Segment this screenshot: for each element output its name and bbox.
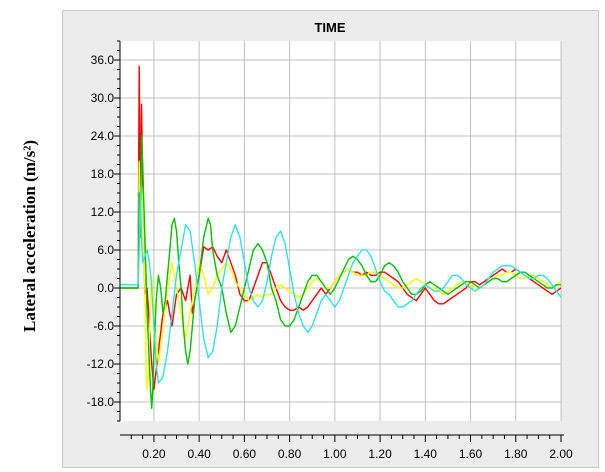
y-axis-label-area: Lateral acceleration (m/s²) — [4, 0, 56, 472]
x-tick-label: 1.20 — [368, 447, 392, 461]
y-tick-label: 30.0 — [91, 91, 115, 105]
y-tick-label: 0.0 — [97, 281, 114, 295]
x-tick-label: 2.00 — [549, 447, 573, 461]
series-line-4 — [120, 186, 562, 384]
chart-panel: TIME 36.0 30.0 24.0 18.0 12.0 6.0 0.0 -6.0 -12.0 -… — [62, 10, 599, 468]
y-tick-label: 24.0 — [91, 129, 115, 143]
y-tick-label: 18.0 — [91, 167, 115, 181]
plot-area — [120, 41, 561, 421]
y-tick-label: -12.0 — [87, 357, 115, 371]
x-tick-label: 1.40 — [414, 447, 438, 461]
y-tick-label: 36.0 — [91, 53, 115, 67]
y-axis-label: Lateral acceleration (m/s²) — [20, 139, 39, 333]
x-tick-label: 1.60 — [459, 447, 483, 461]
y-tick-label: -6.0 — [93, 319, 114, 333]
x-tick-label: 0.60 — [233, 447, 257, 461]
y-tick-label: 6.0 — [97, 243, 114, 257]
x-tick-label: 0.20 — [142, 447, 166, 461]
series-line-3 — [120, 135, 561, 409]
x-tick-label: 0.80 — [278, 447, 302, 461]
line-chart: TIME 36.0 30.0 24.0 18.0 12.0 6.0 0.0 -6.0 -12.0 -… — [87, 20, 573, 461]
x-tick-label: 1.00 — [323, 447, 347, 461]
chart-title: TIME — [314, 20, 345, 35]
y-tick-label: -18.0 — [87, 395, 115, 409]
x-tick-label: 1.80 — [504, 447, 528, 461]
y-tick-label: 12.0 — [91, 205, 115, 219]
x-tick-label: 0.40 — [187, 447, 211, 461]
